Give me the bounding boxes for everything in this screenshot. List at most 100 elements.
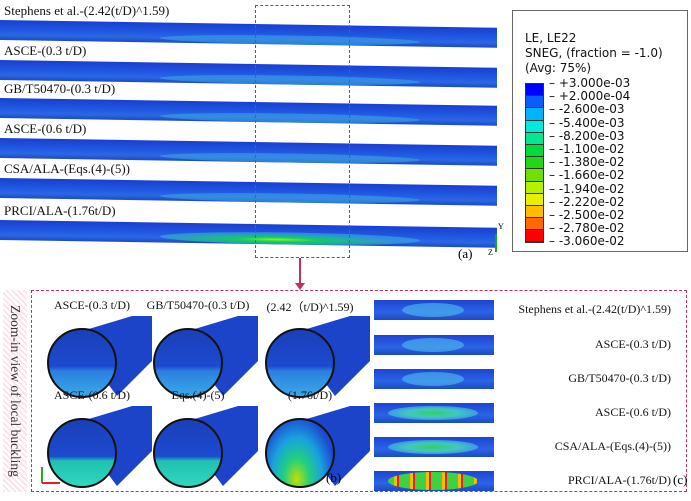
- arrow-head: [295, 283, 305, 290]
- axis-z-label: Z: [488, 248, 493, 257]
- colorbar-band: [526, 120, 543, 133]
- pipe-cross-section: [153, 406, 258, 496]
- axis-triad-a: Y Z: [488, 222, 504, 258]
- tick-mark: –: [549, 168, 559, 183]
- tick-mark: –: [549, 76, 559, 90]
- tick-mark: –: [549, 102, 559, 117]
- legend-tick: – -1.100e-02: [549, 143, 625, 156]
- pipe-label: ASCE-(0.6 t/D): [595, 405, 671, 419]
- colorbar-band: [526, 108, 543, 121]
- tick-mark: –: [549, 155, 559, 170]
- strain-zone: [402, 372, 464, 386]
- zoom-arrow: [299, 258, 301, 284]
- pipe-label: CSA/ALA-(Eqs.(4)-(5)): [554, 439, 671, 453]
- tick-mark: –: [549, 194, 559, 209]
- pipe-top-view: [374, 437, 494, 457]
- legend-tick: – -2.220e-02: [549, 194, 625, 209]
- pipe-model: [0, 220, 497, 248]
- side-label-box: Zoom-in view of local buckling: [3, 290, 27, 492]
- strain-zone: [402, 303, 464, 317]
- pipe-label: PRCI/ALA-(1.76t/D): [4, 203, 116, 218]
- colorbar-band: [526, 144, 543, 158]
- pipe-label: CSA/ALA-(Eqs.(4)-(5)): [4, 161, 131, 176]
- tick-value: -2.220e-02: [558, 194, 625, 209]
- colorbar-band: [526, 230, 543, 243]
- cylinder-label: (1.76t/D): [287, 388, 333, 402]
- pipe-cross-section: [265, 406, 370, 496]
- strain-zone: [402, 338, 464, 352]
- panel-a-tag: (a): [458, 246, 473, 261]
- strain-zone: [388, 406, 478, 420]
- legend-tick: – -1.940e-02: [549, 181, 625, 196]
- pipe-label: PRCI/ALA-(1.76t/D): [568, 473, 671, 487]
- legend-line3: (Avg: 75%): [525, 61, 592, 75]
- pipe-cross-section: [47, 406, 152, 496]
- pipe-cross-section: [47, 316, 152, 406]
- tick-value: -8.200e-03: [558, 128, 625, 143]
- color-legend: LE, LE22 SNEG, (fraction = -1.0) (Avg: 7…: [512, 10, 688, 252]
- tick-value: +3.000e-03: [558, 76, 631, 90]
- colorbar: [525, 83, 544, 244]
- pipe-top-view: [374, 335, 494, 355]
- legend-tick: – -1.380e-02: [549, 156, 625, 169]
- colorbar-band: [526, 96, 543, 109]
- legend-tick: – -1.660e-02: [549, 169, 625, 182]
- tick-mark: –: [549, 181, 559, 196]
- tick-mark: –: [549, 89, 559, 104]
- colorbar-band: [526, 181, 543, 194]
- panel-b-tag: (b): [326, 470, 342, 485]
- colorbar-band: [526, 169, 543, 182]
- legend-line1: LE, LE22: [525, 31, 577, 45]
- tick-value: -2.500e-02: [558, 208, 625, 222]
- pipe-label: GB/T50470-(0.3 t/D): [568, 371, 671, 385]
- legend-tick: – +3.000e-03: [549, 77, 630, 90]
- tick-mark: –: [549, 234, 559, 249]
- legend-line2: SNEG, (fraction = -1.0): [525, 46, 663, 60]
- pipe-top-view: [374, 471, 494, 491]
- tick-mark: –: [549, 115, 559, 130]
- tick-value: -2.780e-02: [558, 221, 625, 236]
- tick-value: -1.940e-02: [558, 181, 625, 196]
- pipe-cross-section: [153, 316, 258, 406]
- pipe-label: ASCE-(0.6 t/D): [4, 121, 87, 136]
- pipe-label: GB/T50470-(0.3 t/D): [4, 81, 116, 96]
- tick-value: -3.060e-02: [558, 234, 625, 249]
- pipe-top-view: [374, 403, 494, 423]
- tick-value: -1.100e-02: [558, 142, 625, 156]
- cylinder-label: GB/T50470-(0.3 t/D): [146, 298, 250, 312]
- legend-tick: – -5.400e-03: [549, 115, 625, 130]
- tick-value: -1.660e-02: [558, 168, 625, 183]
- tick-value: -1.380e-02: [558, 155, 625, 170]
- tick-mark: –: [549, 221, 559, 236]
- axis-y-label: Y: [498, 222, 504, 231]
- axis-triad-b: [38, 465, 68, 487]
- colorbar-band: [526, 193, 543, 206]
- pipe-top-view: [374, 369, 494, 389]
- colorbar-band: [526, 218, 543, 231]
- tick-mark: –: [549, 142, 559, 156]
- colorbar-band: [526, 84, 543, 97]
- cylinder-label: (2.42（t/D)^1.59): [266, 300, 354, 314]
- legend-tick: – -8.200e-03: [549, 128, 625, 143]
- tick-mark: –: [549, 128, 559, 143]
- pipe-cross-section: [265, 316, 370, 406]
- legend-tick: – -2.600e-03: [549, 103, 625, 116]
- zoom-view-box: [31, 290, 687, 492]
- strain-zone: [388, 440, 478, 454]
- tick-value: -2.600e-03: [558, 102, 625, 117]
- legend-tick: – -3.060e-02: [549, 235, 625, 248]
- pipe-label: Stephens et al.-(2.42(t/D)^1.59): [4, 3, 170, 18]
- zoom-region-box: [255, 5, 350, 258]
- tick-mark: –: [549, 208, 559, 222]
- colorbar-band: [526, 205, 543, 219]
- cylinder-label: ASCE-(0.3 t/D): [54, 298, 130, 312]
- pipe-model: [0, 178, 497, 206]
- tick-value: +2.000e-04: [558, 89, 631, 104]
- panel-c-tag: (c): [673, 472, 688, 487]
- legend-tick: – -2.780e-02: [549, 222, 625, 235]
- legend-tick: – -2.500e-02: [549, 209, 625, 222]
- tick-value: -5.400e-03: [558, 115, 625, 130]
- strain-zone: [388, 472, 478, 490]
- pipe-label: Stephens et al.-(2.42(t/D)^1.59): [518, 302, 671, 316]
- cylinder-label: Eqs.(4)-(5): [171, 388, 225, 402]
